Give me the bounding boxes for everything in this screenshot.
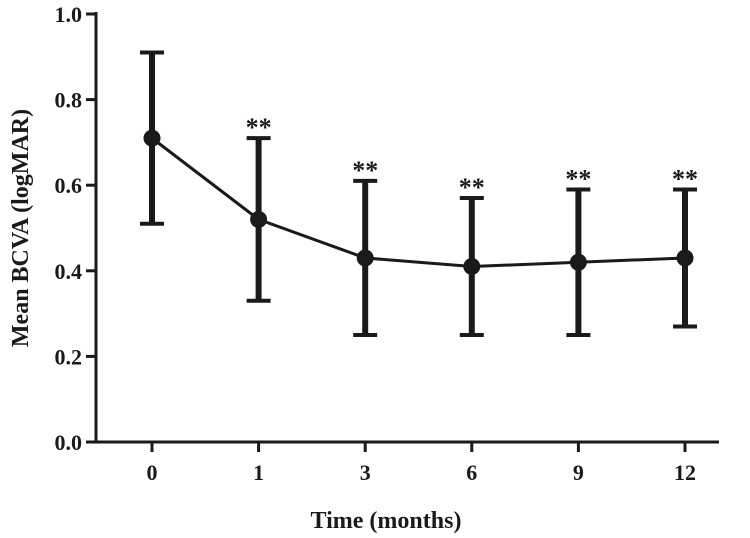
data-point bbox=[463, 258, 481, 276]
significance-marker: ** bbox=[565, 164, 591, 193]
significance-marker: ** bbox=[672, 164, 698, 193]
x-tick-label: 9 bbox=[573, 460, 584, 485]
axes bbox=[94, 12, 719, 444]
data-points bbox=[143, 129, 694, 276]
y-tick-label: 0.8 bbox=[55, 88, 83, 113]
y-tick-label: 0.2 bbox=[55, 344, 83, 369]
significance-marker: ** bbox=[352, 156, 378, 185]
x-tick-label: 1 bbox=[253, 460, 264, 485]
x-axis-title: Time (months) bbox=[311, 508, 462, 534]
x-ticks: 0 1 3 6 9 12 bbox=[147, 442, 696, 485]
data-point bbox=[569, 253, 587, 271]
data-point bbox=[250, 210, 268, 228]
y-axis-title: Mean BCVA (logMAR) bbox=[8, 109, 34, 347]
data-point bbox=[143, 129, 161, 147]
series-line-group bbox=[151, 136, 686, 269]
data-point bbox=[676, 249, 694, 267]
y-tick-label: 1.0 bbox=[55, 2, 83, 27]
data-point bbox=[356, 249, 374, 267]
x-tick-label: 3 bbox=[360, 460, 371, 485]
y-tick-label: 0.0 bbox=[55, 430, 83, 455]
significance-marker: ** bbox=[459, 173, 485, 202]
x-tick-label: 6 bbox=[466, 460, 477, 485]
y-tick-label: 0.4 bbox=[55, 259, 83, 284]
y-tick-label: 0.6 bbox=[55, 173, 83, 198]
x-tick-label: 12 bbox=[674, 460, 696, 485]
significance-annotations: ** ** ** ** ** bbox=[246, 113, 698, 202]
series-line bbox=[151, 136, 686, 269]
significance-marker: ** bbox=[246, 113, 272, 142]
y-ticks: 0.0 0.2 0.4 0.6 0.8 1.0 bbox=[55, 2, 96, 455]
x-tick-label: 0 bbox=[147, 460, 158, 485]
